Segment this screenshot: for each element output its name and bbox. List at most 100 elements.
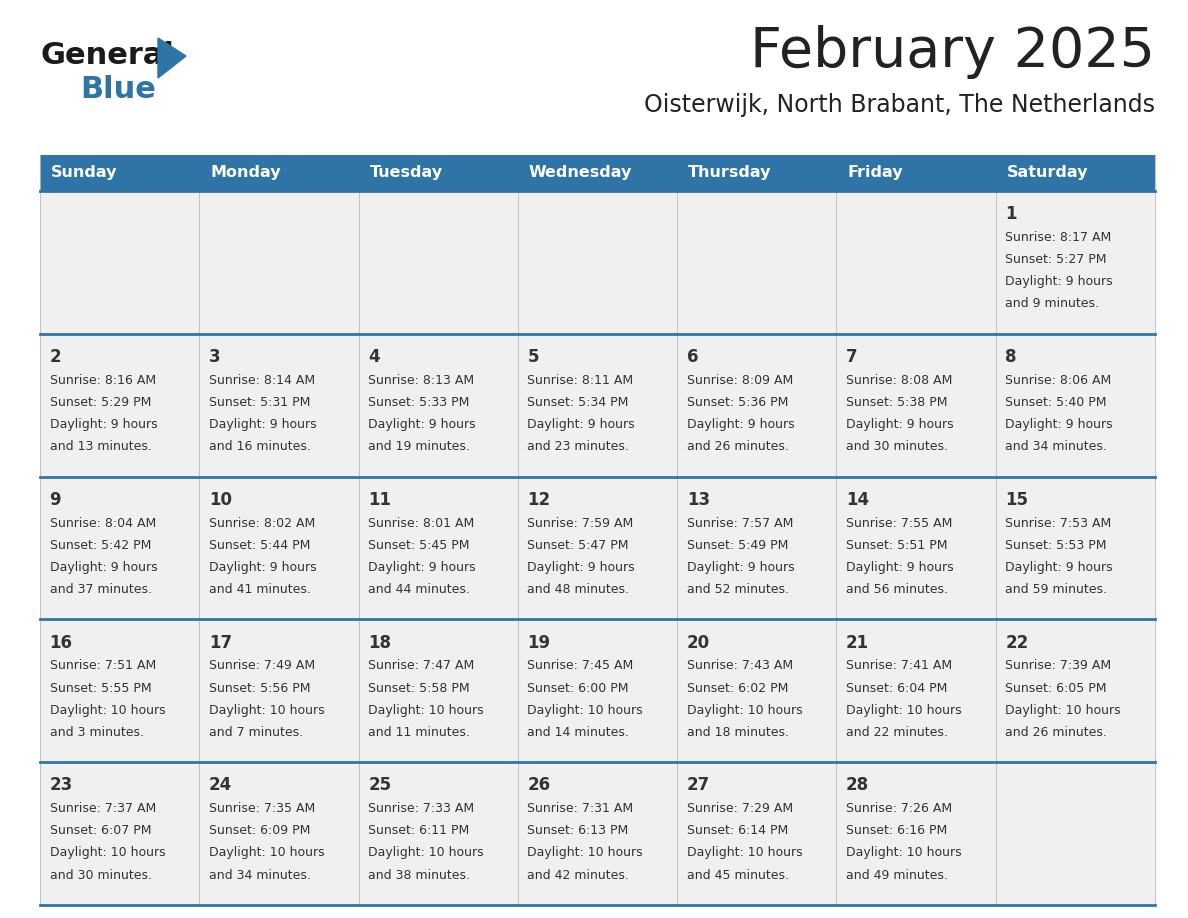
Text: Sunrise: 8:13 AM: Sunrise: 8:13 AM — [368, 374, 474, 386]
Text: Sunset: 5:29 PM: Sunset: 5:29 PM — [50, 396, 151, 409]
Text: Sunset: 6:09 PM: Sunset: 6:09 PM — [209, 824, 310, 837]
Text: Daylight: 10 hours: Daylight: 10 hours — [687, 846, 802, 859]
Text: and 14 minutes.: and 14 minutes. — [527, 726, 630, 739]
Bar — [677, 191, 836, 334]
Text: Sunrise: 7:35 AM: Sunrise: 7:35 AM — [209, 802, 315, 815]
Text: Sunset: 6:00 PM: Sunset: 6:00 PM — [527, 681, 628, 695]
Text: Daylight: 9 hours: Daylight: 9 hours — [1005, 561, 1113, 574]
Bar — [359, 191, 518, 334]
Text: Daylight: 10 hours: Daylight: 10 hours — [846, 846, 961, 859]
Text: and 13 minutes.: and 13 minutes. — [50, 441, 151, 453]
Text: 27: 27 — [687, 777, 710, 794]
Bar — [200, 620, 359, 762]
Text: Sunset: 5:55 PM: Sunset: 5:55 PM — [50, 681, 151, 695]
Text: and 45 minutes.: and 45 minutes. — [687, 868, 789, 881]
Text: 8: 8 — [1005, 348, 1017, 366]
Text: and 30 minutes.: and 30 minutes. — [846, 441, 948, 453]
Bar — [836, 334, 996, 476]
Text: Daylight: 9 hours: Daylight: 9 hours — [50, 418, 157, 431]
Text: Sunset: 5:27 PM: Sunset: 5:27 PM — [1005, 253, 1107, 266]
Text: Sunrise: 7:49 AM: Sunrise: 7:49 AM — [209, 659, 315, 672]
Text: Sunrise: 7:51 AM: Sunrise: 7:51 AM — [50, 659, 156, 672]
Bar — [677, 620, 836, 762]
Text: Sunrise: 7:29 AM: Sunrise: 7:29 AM — [687, 802, 792, 815]
Text: Sunset: 5:38 PM: Sunset: 5:38 PM — [846, 396, 948, 409]
Text: 18: 18 — [368, 633, 391, 652]
Text: Sunrise: 8:06 AM: Sunrise: 8:06 AM — [1005, 374, 1112, 386]
Text: Daylight: 9 hours: Daylight: 9 hours — [1005, 275, 1113, 288]
Bar — [518, 191, 677, 334]
Bar — [200, 334, 359, 476]
Text: February 2025: February 2025 — [750, 25, 1155, 79]
Text: and 11 minutes.: and 11 minutes. — [368, 726, 470, 739]
Text: Sunset: 5:31 PM: Sunset: 5:31 PM — [209, 396, 310, 409]
Text: and 26 minutes.: and 26 minutes. — [687, 441, 789, 453]
Text: 12: 12 — [527, 491, 550, 509]
Text: Sunset: 6:14 PM: Sunset: 6:14 PM — [687, 824, 788, 837]
Bar — [200, 762, 359, 905]
Text: 11: 11 — [368, 491, 391, 509]
Text: 17: 17 — [209, 633, 232, 652]
Bar — [677, 762, 836, 905]
Text: Sunset: 5:40 PM: Sunset: 5:40 PM — [1005, 396, 1107, 409]
Text: 1: 1 — [1005, 206, 1017, 223]
Text: and 19 minutes.: and 19 minutes. — [368, 441, 470, 453]
Bar — [836, 620, 996, 762]
Text: Sunrise: 8:04 AM: Sunrise: 8:04 AM — [50, 517, 156, 530]
Text: Sunset: 6:04 PM: Sunset: 6:04 PM — [846, 681, 947, 695]
Text: Daylight: 9 hours: Daylight: 9 hours — [209, 561, 316, 574]
Text: 13: 13 — [687, 491, 709, 509]
Text: Sunrise: 7:59 AM: Sunrise: 7:59 AM — [527, 517, 633, 530]
Text: Sunrise: 7:41 AM: Sunrise: 7:41 AM — [846, 659, 952, 672]
Text: and 42 minutes.: and 42 minutes. — [527, 868, 630, 881]
Text: and 59 minutes.: and 59 minutes. — [1005, 583, 1107, 596]
Text: Sunday: Sunday — [51, 165, 118, 181]
Text: and 38 minutes.: and 38 minutes. — [368, 868, 470, 881]
Text: Sunset: 5:36 PM: Sunset: 5:36 PM — [687, 396, 788, 409]
Text: Monday: Monday — [210, 165, 282, 181]
Text: Sunrise: 8:09 AM: Sunrise: 8:09 AM — [687, 374, 792, 386]
Text: Sunset: 6:05 PM: Sunset: 6:05 PM — [1005, 681, 1107, 695]
Bar — [40, 191, 200, 334]
Text: Daylight: 10 hours: Daylight: 10 hours — [209, 704, 324, 717]
Text: Sunrise: 7:43 AM: Sunrise: 7:43 AM — [687, 659, 792, 672]
Text: Sunset: 5:33 PM: Sunset: 5:33 PM — [368, 396, 469, 409]
Bar — [359, 476, 518, 620]
Text: Sunset: 5:49 PM: Sunset: 5:49 PM — [687, 539, 788, 552]
Text: Sunrise: 7:39 AM: Sunrise: 7:39 AM — [1005, 659, 1112, 672]
Text: 28: 28 — [846, 777, 870, 794]
Text: and 22 minutes.: and 22 minutes. — [846, 726, 948, 739]
Bar — [518, 476, 677, 620]
Text: Sunrise: 7:55 AM: Sunrise: 7:55 AM — [846, 517, 953, 530]
Text: Daylight: 10 hours: Daylight: 10 hours — [209, 846, 324, 859]
Text: Daylight: 10 hours: Daylight: 10 hours — [687, 704, 802, 717]
Text: and 56 minutes.: and 56 minutes. — [846, 583, 948, 596]
Text: 3: 3 — [209, 348, 221, 366]
Text: and 23 minutes.: and 23 minutes. — [527, 441, 630, 453]
Text: Sunrise: 7:31 AM: Sunrise: 7:31 AM — [527, 802, 633, 815]
Text: Daylight: 10 hours: Daylight: 10 hours — [50, 704, 165, 717]
Text: Sunset: 6:07 PM: Sunset: 6:07 PM — [50, 824, 151, 837]
Text: Sunset: 5:56 PM: Sunset: 5:56 PM — [209, 681, 310, 695]
Text: 20: 20 — [687, 633, 709, 652]
Bar — [40, 762, 200, 905]
Text: Daylight: 9 hours: Daylight: 9 hours — [368, 561, 475, 574]
Text: Daylight: 9 hours: Daylight: 9 hours — [527, 561, 636, 574]
Text: Sunrise: 8:01 AM: Sunrise: 8:01 AM — [368, 517, 474, 530]
Text: and 26 minutes.: and 26 minutes. — [1005, 726, 1107, 739]
Text: Tuesday: Tuesday — [369, 165, 443, 181]
Text: and 41 minutes.: and 41 minutes. — [209, 583, 311, 596]
Bar — [40, 334, 200, 476]
Text: and 48 minutes.: and 48 minutes. — [527, 583, 630, 596]
Text: Daylight: 9 hours: Daylight: 9 hours — [687, 561, 795, 574]
Text: Sunrise: 7:57 AM: Sunrise: 7:57 AM — [687, 517, 794, 530]
Text: Daylight: 9 hours: Daylight: 9 hours — [687, 418, 795, 431]
Text: Sunrise: 8:16 AM: Sunrise: 8:16 AM — [50, 374, 156, 386]
Bar — [359, 620, 518, 762]
Text: and 49 minutes.: and 49 minutes. — [846, 868, 948, 881]
Text: Daylight: 10 hours: Daylight: 10 hours — [50, 846, 165, 859]
Text: Daylight: 9 hours: Daylight: 9 hours — [846, 561, 954, 574]
Text: 2: 2 — [50, 348, 62, 366]
Text: Sunset: 5:42 PM: Sunset: 5:42 PM — [50, 539, 151, 552]
Bar — [996, 476, 1155, 620]
